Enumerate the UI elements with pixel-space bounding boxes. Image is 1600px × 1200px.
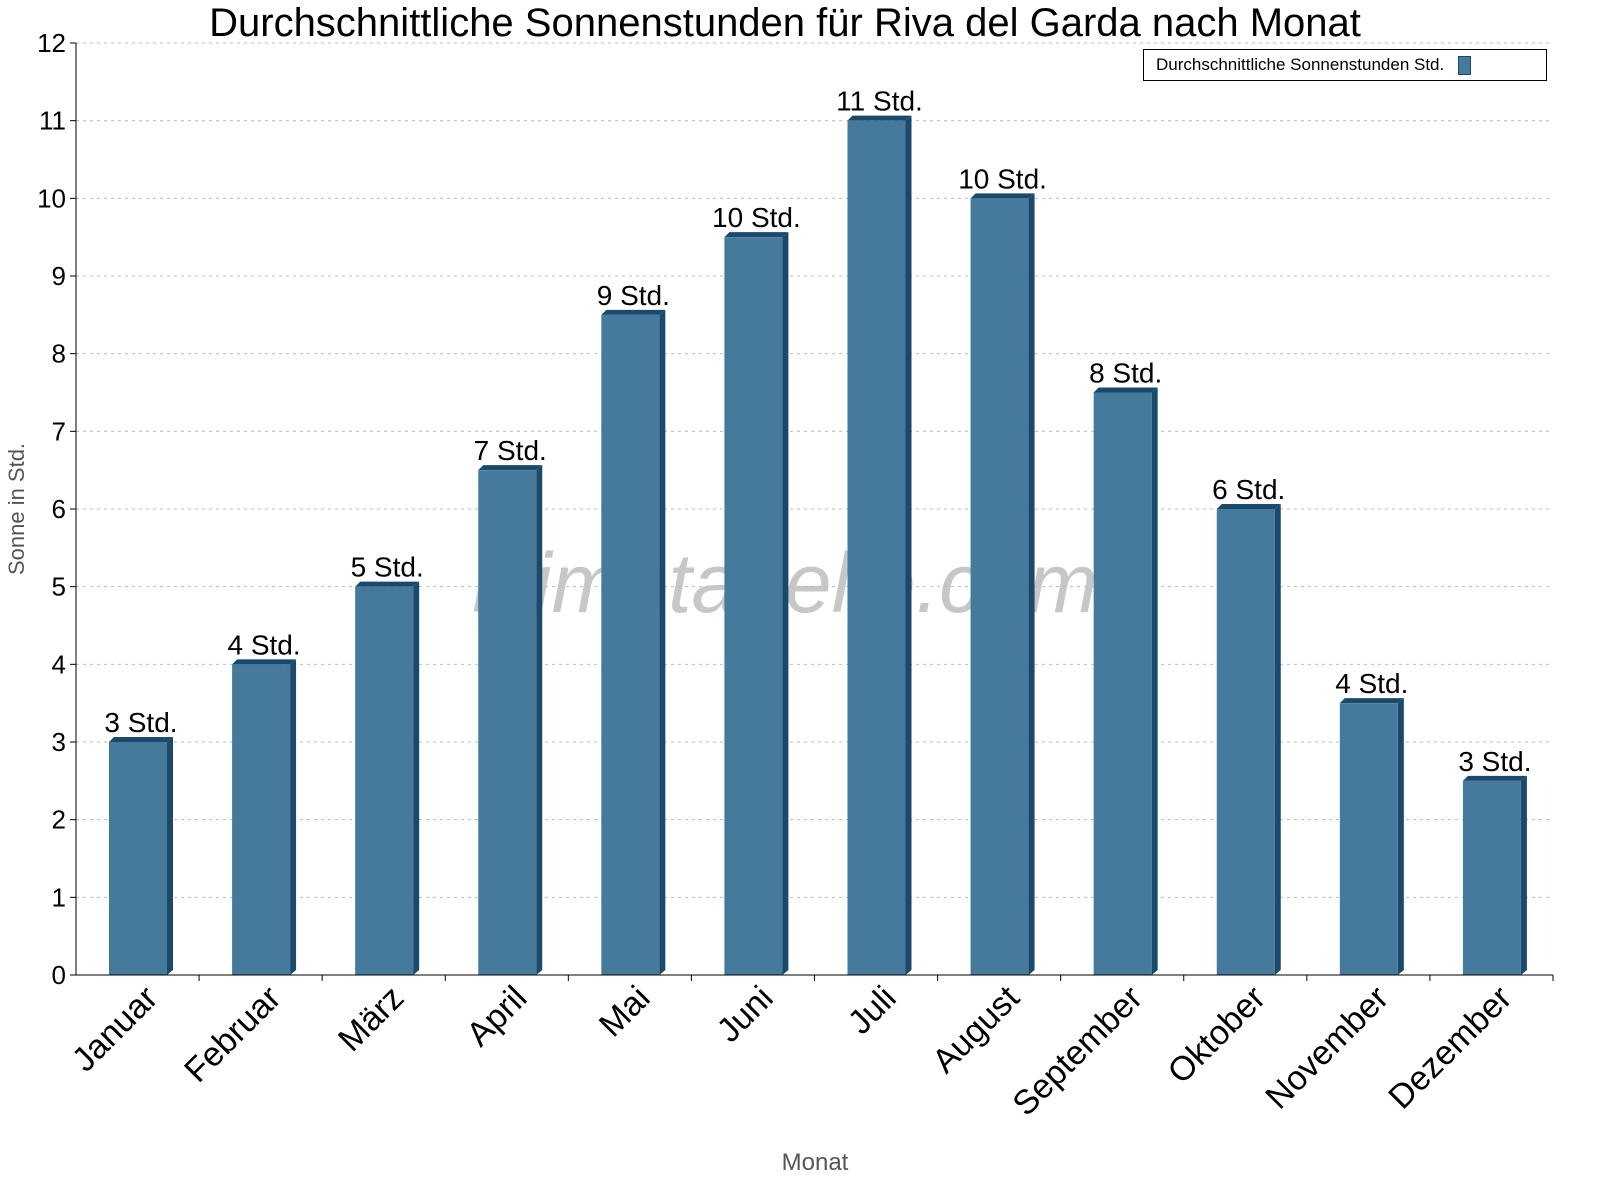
data-label: 7 Std. [474, 435, 547, 466]
data-label: 10 Std. [958, 163, 1047, 194]
data-label: 10 Std. [712, 202, 801, 233]
data-label: 3 Std. [104, 707, 177, 738]
bar-top [355, 581, 420, 587]
bar-side [1151, 387, 1158, 975]
bar-side [782, 232, 789, 975]
data-label: 3 Std. [1458, 746, 1531, 777]
bar [1093, 392, 1152, 975]
bar [1339, 703, 1398, 975]
y-tick-label: 8 [52, 339, 66, 369]
bar-top [970, 193, 1035, 199]
bar [847, 120, 906, 975]
x-tick-label: Dezember [1381, 979, 1519, 1117]
data-label: 5 Std. [351, 552, 424, 583]
x-tick-label: November [1258, 979, 1396, 1117]
y-tick-label: 4 [52, 649, 66, 679]
bar [355, 586, 414, 975]
x-tick-label: April [459, 979, 534, 1054]
x-tick-label: Mai [592, 979, 658, 1045]
bar [478, 470, 537, 975]
bar [232, 664, 291, 975]
bar-top [478, 465, 543, 471]
y-tick-label: 12 [37, 28, 66, 58]
bar-side [659, 309, 666, 975]
x-tick-label: März [331, 979, 411, 1059]
bar-side [413, 581, 420, 975]
y-tick-label: 5 [52, 572, 66, 602]
x-tick-label: Juni [710, 979, 781, 1050]
y-tick-label: 6 [52, 494, 66, 524]
data-label: 4 Std. [227, 629, 300, 660]
bar-top [1462, 775, 1527, 781]
legend-swatch [1458, 55, 1472, 75]
legend-label: Durchschnittliche Sonnenstunden Std. [1156, 55, 1445, 74]
bar-side [1274, 504, 1281, 975]
bar-top [847, 115, 912, 121]
y-tick-label: 9 [52, 261, 66, 291]
bar-top [1216, 504, 1281, 509]
x-tick-label: Juli [841, 979, 904, 1042]
data-label: 11 Std. [836, 86, 923, 117]
x-tick-label: Januar [65, 979, 165, 1079]
bar-top [724, 232, 789, 238]
chart-title: Durchschnittliche Sonnenstunden für Riva… [209, 1, 1361, 45]
bar [1462, 780, 1521, 975]
bar-side [1520, 775, 1527, 975]
bar [724, 237, 783, 975]
bar [1216, 509, 1275, 975]
bar-side [290, 659, 297, 975]
x-tick-label: Februar [177, 979, 288, 1090]
y-tick-label: 2 [52, 805, 66, 835]
x-axis-label: Monat [782, 1149, 849, 1176]
data-label: 8 Std. [1089, 358, 1162, 389]
bar-side [905, 115, 912, 975]
x-tick-label: September [1005, 979, 1149, 1123]
y-tick-label: 11 [39, 106, 66, 136]
bar-top [232, 659, 297, 665]
y-tick-label: 1 [52, 882, 66, 912]
x-tick-label: August [925, 978, 1027, 1080]
data-label: 6 Std. [1212, 474, 1285, 505]
bar [601, 314, 660, 975]
data-label: 4 Std. [1335, 668, 1408, 699]
bar [970, 198, 1029, 976]
y-tick-label: 3 [52, 727, 66, 757]
data-label: 9 Std. [597, 280, 670, 311]
bar-top [109, 737, 173, 742]
bar-side [1397, 698, 1404, 975]
bar-top [1093, 387, 1158, 393]
legend: Durchschnittliche Sonnenstunden Std. [1143, 49, 1547, 81]
y-tick-label: 0 [52, 960, 66, 990]
bar-side [1028, 193, 1035, 976]
bar-top [601, 309, 666, 315]
bar-side [167, 737, 173, 975]
y-tick-label: 7 [52, 416, 66, 446]
y-tick-label: 10 [37, 183, 66, 213]
bar [109, 742, 167, 975]
x-tick-label: Oktober [1161, 979, 1273, 1091]
y-axis-label: Sonne in Std. [4, 443, 29, 575]
bar-side [536, 465, 543, 975]
bar-top [1339, 698, 1404, 704]
